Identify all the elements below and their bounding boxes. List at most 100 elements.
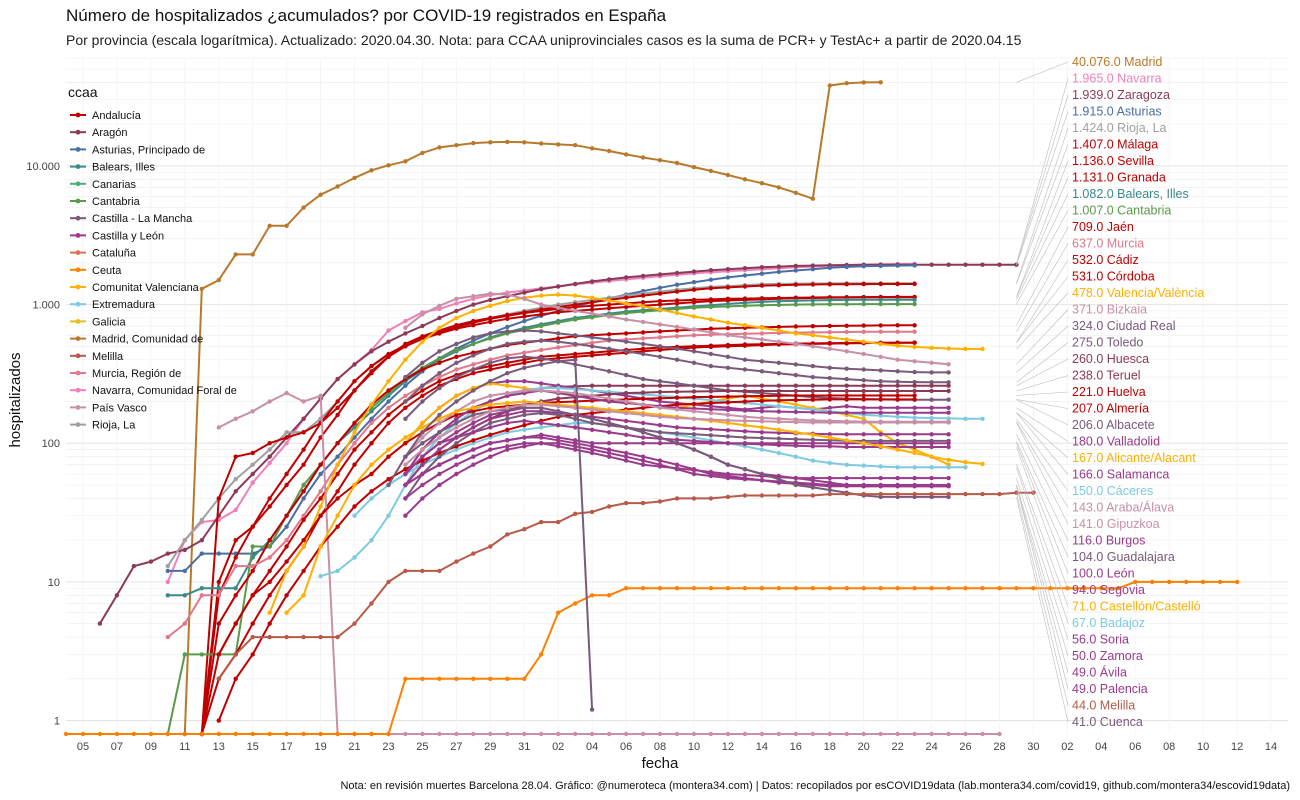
data-point <box>589 353 595 358</box>
data-point <box>742 414 748 419</box>
data-point <box>793 402 798 407</box>
data-point <box>454 454 459 459</box>
data-point <box>844 462 849 467</box>
data-point <box>878 383 883 388</box>
data-point <box>725 333 731 338</box>
data-point <box>640 383 646 388</box>
data-point <box>589 340 595 345</box>
data-point <box>844 297 849 303</box>
data-point <box>912 731 917 737</box>
data-point <box>912 323 917 328</box>
data-point <box>352 430 357 435</box>
data-point <box>946 262 951 267</box>
data-point <box>522 731 527 737</box>
y-tick-label: 1 <box>54 716 60 728</box>
data-point <box>776 477 781 482</box>
data-point <box>708 298 714 304</box>
data-point <box>844 586 849 591</box>
data-point <box>250 524 255 529</box>
label-connector <box>1016 61 1069 83</box>
data-point <box>674 346 680 351</box>
data-point <box>776 404 781 409</box>
data-point <box>912 484 917 489</box>
data-point <box>250 252 255 257</box>
legend-label: Castilla y León <box>92 230 164 242</box>
data-point <box>539 323 544 329</box>
data-point <box>522 350 527 355</box>
data-point <box>657 430 663 435</box>
data-point <box>708 277 714 282</box>
end-label: 116.0 Burgos <box>1072 534 1145 548</box>
x-tick-label: 17 <box>281 741 293 753</box>
data-point <box>878 281 883 287</box>
data-point <box>471 731 476 737</box>
data-point <box>674 496 680 501</box>
data-point <box>759 265 765 270</box>
data-point <box>505 383 510 388</box>
data-point <box>386 420 391 426</box>
data-point <box>674 310 680 316</box>
data-point <box>963 586 968 591</box>
data-point <box>623 275 629 280</box>
data-point <box>505 412 510 418</box>
data-point <box>708 731 714 737</box>
data-point <box>895 357 900 362</box>
x-tick-label: 14 <box>1265 741 1277 753</box>
data-point <box>623 372 629 378</box>
data-point <box>522 399 527 404</box>
end-label: 100.0 León <box>1072 567 1135 581</box>
data-point <box>912 420 917 425</box>
data-point <box>861 351 866 357</box>
end-label: 166.0 Salamanca <box>1072 468 1169 482</box>
data-point <box>912 410 917 415</box>
data-point <box>674 270 680 276</box>
data-point <box>471 362 476 367</box>
data-point <box>691 416 697 421</box>
data-point <box>946 380 951 385</box>
data-point <box>589 593 595 598</box>
data-point <box>657 347 663 353</box>
data-point <box>505 316 510 321</box>
legend-item: Canarias <box>70 179 137 191</box>
data-point <box>606 298 612 303</box>
data-point <box>589 450 595 456</box>
data-point <box>386 482 391 488</box>
data-point <box>742 399 748 404</box>
data-point <box>861 731 866 737</box>
data-point <box>318 634 323 640</box>
data-point <box>912 344 917 350</box>
data-point <box>420 496 425 501</box>
data-point <box>454 731 459 737</box>
data-point <box>386 379 391 384</box>
data-point <box>437 435 442 440</box>
data-point <box>691 394 697 400</box>
data-point <box>539 338 544 343</box>
data-point <box>471 294 476 299</box>
data-point <box>216 731 221 737</box>
data-point <box>640 420 646 426</box>
end-label: 49.0 Palencia <box>1072 682 1148 696</box>
data-point <box>810 388 815 394</box>
data-point <box>505 371 510 376</box>
data-point <box>912 586 917 591</box>
data-point <box>301 462 306 467</box>
data-point <box>623 304 629 310</box>
data-point <box>403 496 408 501</box>
data-point <box>250 450 255 456</box>
data-point <box>827 335 832 340</box>
data-point <box>827 432 832 437</box>
data-point <box>810 282 815 287</box>
y-tick-label: 1.000 <box>32 300 60 312</box>
end-label: 56.0 Soria <box>1072 633 1129 647</box>
data-point <box>861 281 866 287</box>
data-point <box>471 338 476 343</box>
data-point <box>233 252 238 257</box>
data-point <box>454 471 459 477</box>
data-point <box>878 368 883 373</box>
data-point <box>454 301 459 306</box>
data-point <box>471 416 476 421</box>
end-label: 40.076.0 Madrid <box>1072 55 1162 69</box>
data-point <box>403 462 408 467</box>
label-connector <box>1016 399 1069 409</box>
